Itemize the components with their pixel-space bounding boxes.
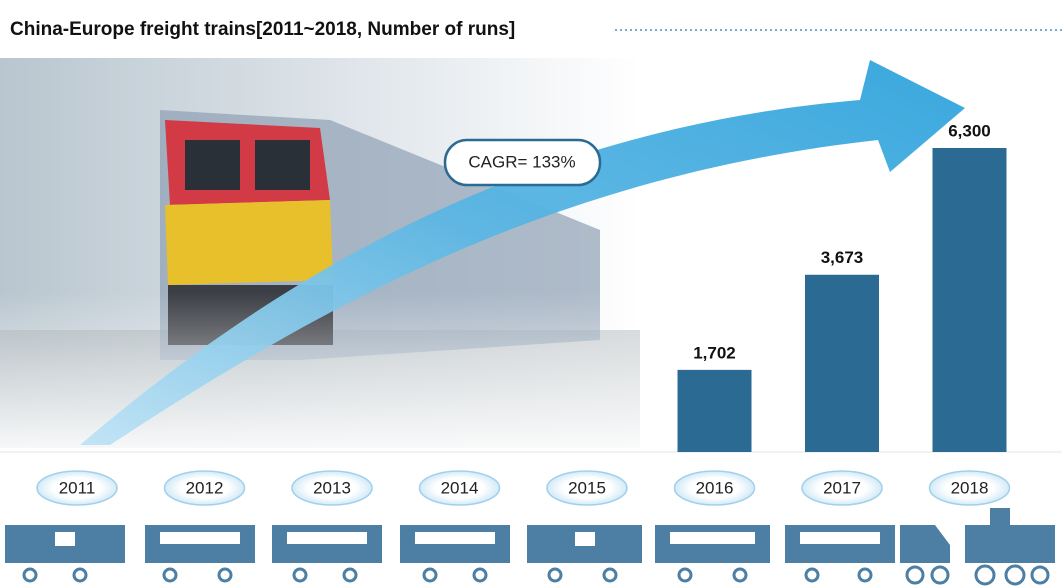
annotation: CAGR= 133% xyxy=(468,152,575,171)
label-cloud xyxy=(418,470,501,506)
x-tick-label: 2015 xyxy=(568,478,606,497)
label-cloud xyxy=(36,470,118,506)
chart-title: China-Europe freight trains[2011~2018, N… xyxy=(10,19,515,40)
label-cloud xyxy=(291,470,373,506)
bar xyxy=(805,274,879,452)
train-photo xyxy=(0,58,640,448)
x-tick-label: 2017 xyxy=(823,478,861,497)
wagon-windows xyxy=(55,532,880,546)
x-tick-label: 2018 xyxy=(951,478,989,497)
x-tick-label: 2014 xyxy=(441,478,479,497)
growth-arrow xyxy=(80,60,965,445)
data-label: 6,300 xyxy=(948,121,991,140)
label-cloud xyxy=(673,470,756,506)
label-cloud xyxy=(163,470,246,506)
wheels xyxy=(22,564,1050,586)
bar xyxy=(677,369,752,452)
label-cloud xyxy=(801,470,883,506)
x-tick-label: 2012 xyxy=(186,478,224,497)
x-tick-label: 2016 xyxy=(696,478,734,497)
label-cloud xyxy=(928,470,1011,506)
label-cloud xyxy=(546,470,628,506)
data-label: 3,673 xyxy=(821,248,864,267)
annotation-box xyxy=(443,138,602,187)
x-tick-label: 2011 xyxy=(59,478,96,497)
x-tick-label: 2013 xyxy=(313,478,351,497)
bar xyxy=(932,148,1007,452)
data-label: 1,702 xyxy=(693,343,736,362)
